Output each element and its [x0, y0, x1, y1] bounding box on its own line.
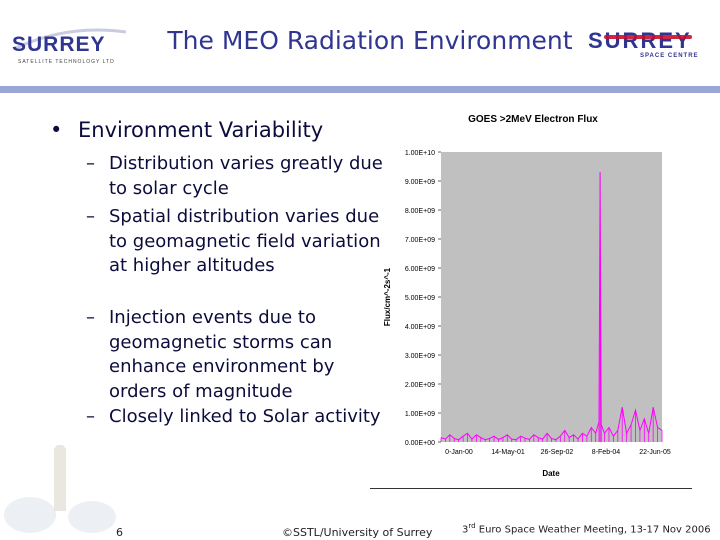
flux-chart: GOES >2MeV Electron Flux 0.00E+00 1.00E+0… — [383, 114, 671, 478]
right-logo-wordmark: SURREY — [588, 28, 692, 53]
x-tick-label: 14-May-01 — [491, 449, 525, 456]
x-tick-label: 8-Feb-04 — [592, 449, 621, 456]
sub-bullet-marker: – — [86, 206, 95, 227]
right-logo-red-swoosh — [604, 35, 692, 39]
y-tick-label: 3.00E+09 — [405, 353, 435, 360]
sub-bullet-marker: – — [86, 307, 95, 328]
title-rule — [0, 86, 720, 93]
sub-bullet-text: Closely linked to Solar activity — [109, 406, 381, 427]
y-tick-label: 9.00E+09 — [405, 179, 435, 186]
sub-bullet-text: Distribution varies greatly due to solar… — [109, 153, 383, 199]
sub-bullet-marker: – — [86, 153, 95, 174]
y-tick-label: 0.00E+00 — [405, 440, 435, 447]
y-tick-label: 8.00E+09 — [405, 208, 435, 215]
conference-ordinal-suffix: rd — [468, 522, 476, 530]
sub-bullet-marker: – — [86, 406, 95, 427]
chart-title: GOES >2MeV Electron Flux — [468, 114, 598, 125]
x-tick-label: 22-Jun-05 — [639, 449, 671, 456]
y-tick-label: 1.00E+09 — [405, 411, 435, 418]
conference-ordinal: 3 — [462, 524, 469, 536]
y-tick-label: 7.00E+09 — [405, 237, 435, 244]
page-number: 6 — [116, 526, 123, 539]
y-tick-label: 6.00E+09 — [405, 266, 435, 273]
footer-rule — [370, 488, 692, 489]
left-logo-tagline: SATELLITE TECHNOLOGY LTD — [18, 59, 115, 65]
left-logo: SURREY SATELLITE TECHNOLOGY LTD — [8, 18, 133, 78]
left-logo-swoosh — [15, 28, 127, 50]
x-axis-label: Date — [542, 469, 560, 478]
y-axis-label: Flux/cm^-2s^-1 — [383, 267, 392, 326]
slide-title: The MEO Radiation Environment — [167, 26, 573, 55]
conference-name: Euro Space Weather Meeting, 13-17 Nov 20… — [475, 524, 711, 536]
conference-text: 3rd Euro Space Weather Meeting, 13-17 No… — [462, 522, 711, 535]
plot-area — [441, 152, 662, 442]
x-tick-label: 26-Sep-02 — [541, 449, 574, 456]
left-logo-wordmark: SURREY — [12, 33, 106, 56]
rocket-launch-image — [0, 445, 120, 540]
sub-bullet-text: Injection events due to geomagnetic stor… — [109, 307, 335, 402]
right-logo: SURREY SPACE CENTRE — [588, 28, 713, 68]
y-tick-label: 1.00E+10 — [405, 150, 435, 157]
x-tick-label: 0-Jan-00 — [445, 449, 473, 456]
sub-bullet-text: Spatial distribution varies due to geoma… — [109, 206, 381, 276]
y-tick-label: 5.00E+09 — [405, 295, 435, 302]
main-bullet-marker: • — [50, 118, 63, 142]
y-tick-label: 2.00E+09 — [405, 382, 435, 389]
copyright-text: ©SSTL/University of Surrey — [282, 526, 433, 539]
right-logo-tagline: SPACE CENTRE — [640, 53, 699, 59]
main-bullet-text: Environment Variability — [78, 118, 324, 142]
y-tick-label: 4.00E+09 — [405, 324, 435, 331]
